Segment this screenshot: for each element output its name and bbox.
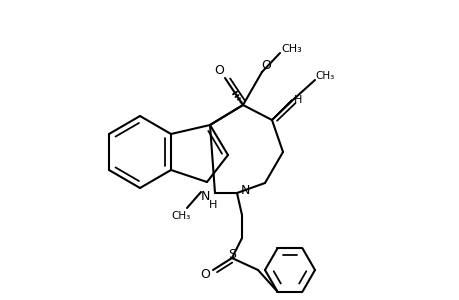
Polygon shape [271,100,291,120]
Text: O: O [261,58,270,71]
Text: CH₃: CH₃ [315,71,334,81]
Text: S: S [228,248,235,262]
Text: H: H [208,200,217,210]
Text: N: N [240,184,249,197]
Text: O: O [200,268,209,281]
Text: CH₃: CH₃ [171,211,190,221]
Text: H: H [293,95,302,105]
Text: O: O [213,64,224,76]
Text: CH₃: CH₃ [281,44,302,54]
Text: N: N [200,190,209,202]
